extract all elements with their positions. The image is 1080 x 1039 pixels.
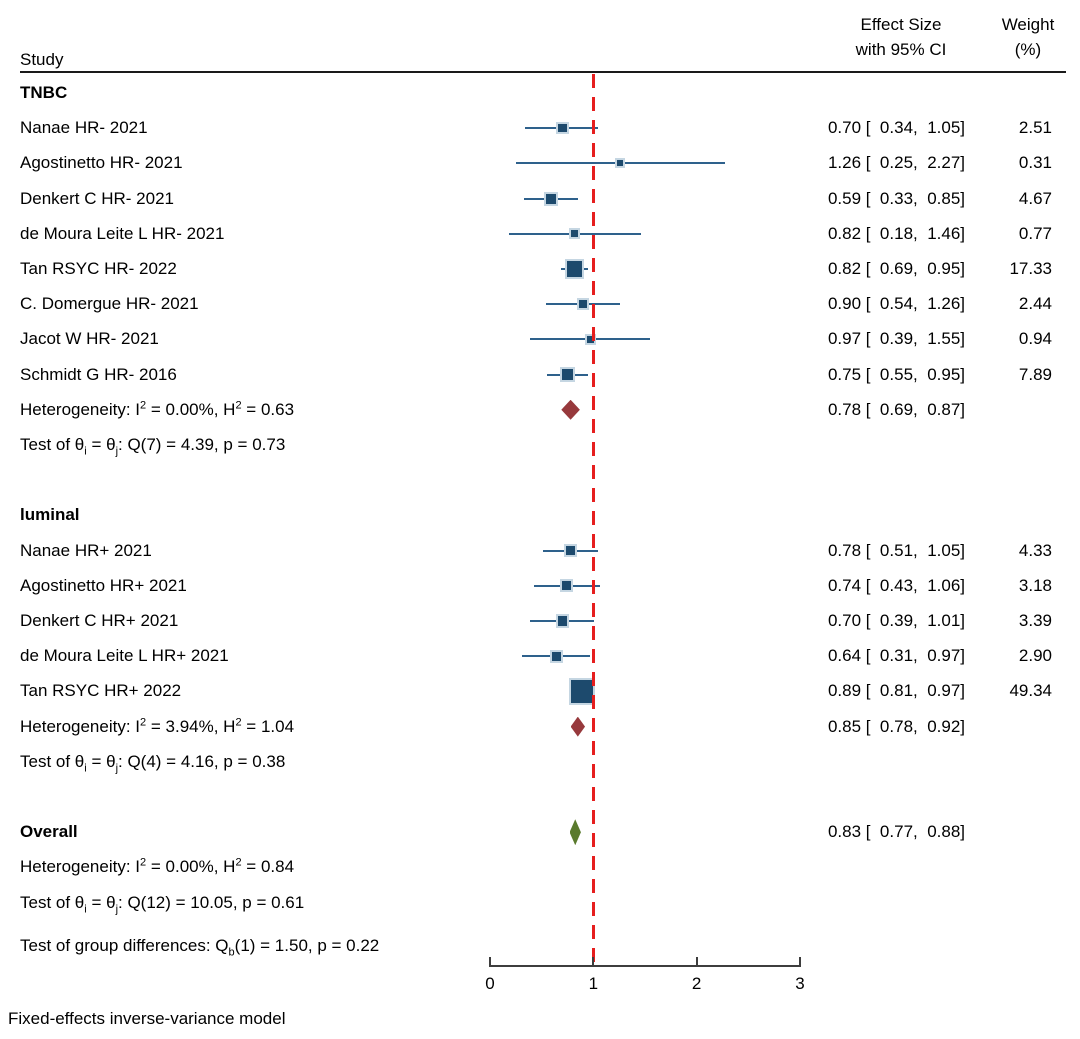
study-label: Nanae HR+ 2021 [20,540,152,560]
model-note: Fixed-effects inverse-variance model [8,1009,286,1028]
effect-size-value: 0.83 [ 0.77, 0.88] [827,822,965,842]
study-label: Denkert C HR+ 2021 [20,611,179,630]
column-header-weight: Weight (%) [998,12,1058,62]
weight-value: 0.31 [1018,153,1052,173]
study-label: C. Domergue HR- 2021 [20,294,199,314]
ref-line [591,74,595,965]
axis-tick [798,957,801,965]
summary-diamond [561,399,580,420]
effect-size-value: 0.78 [ 0.51, 1.05] [827,540,965,560]
effect-size-value: 0.70 [ 0.39, 1.01] [827,611,965,630]
effect-size-value: 0.82 [ 0.18, 1.46] [827,223,965,243]
study-label: de Moura Leite L HR- 2021 [20,223,225,243]
column-header-study: Study [20,50,64,69]
column-header-effect-line2: with 95% CI [855,40,947,59]
summary-diamond [570,716,586,737]
effect-marker [561,368,574,381]
homogeneity-test-label: Test of θi = θj: Q(12) = 10.05, p = 0.61 [20,892,305,915]
weight-value: 3.39 [1018,611,1052,630]
column-header-weight-line2: (%) [1014,40,1042,59]
weight-value: 49.34 [1009,681,1052,701]
summary-diamond [569,819,581,846]
weight-value: 2.90 [1018,646,1052,666]
axis-tick-label: 3 [795,974,805,993]
effect-marker [571,230,579,238]
axis-tick [592,957,595,965]
column-header-effect-line1: Effect Size [860,15,942,34]
weight-value: 3.18 [1018,575,1052,595]
axis-tick-label: 0 [485,974,495,993]
homogeneity-test-label: Test of θi = θj: Q(4) = 4.16, p = 0.38 [20,751,286,775]
effect-size-value: 0.90 [ 0.54, 1.26] [827,294,965,314]
study-label: de Moura Leite L HR+ 2021 [20,646,229,666]
effect-size-value: 0.97 [ 0.39, 1.55] [827,329,965,349]
axis-tick-label: 1 [588,974,599,993]
heterogeneity-label: Heterogeneity: I2 = 0.00%, H2 = 0.63 [20,399,295,419]
x-axis [489,965,801,967]
effect-marker [557,616,567,626]
effect-size-value: 0.75 [ 0.55, 0.95] [827,364,965,384]
effect-marker [570,680,594,703]
study-label: Jacot W HR- 2021 [20,329,159,349]
effect-size-value: 0.89 [ 0.81, 0.97] [827,681,965,701]
study-label: Nanae HR- 2021 [20,118,148,138]
homogeneity-test-label: Test of θi = θj: Q(7) = 4.39, p = 0.73 [20,435,286,458]
effect-marker [586,335,594,343]
effect-size-value: 0.74 [ 0.43, 1.06] [827,575,965,595]
effect-size-value: 0.85 [ 0.78, 0.92] [827,716,965,736]
column-header-effect-size: Effect Size with 95% CI [826,12,976,62]
weight-value: 7.89 [1018,364,1052,384]
study-label: Denkert C HR- 2021 [20,188,175,208]
weight-value: 0.94 [1018,329,1052,349]
axis-tick-label: 2 [691,974,702,993]
effect-size-value: 1.26 [ 0.25, 2.27] [827,153,965,173]
group-label: TNBC [20,83,68,102]
overall-label: Overall [20,822,78,842]
weight-value: 2.51 [1018,118,1052,138]
weight-value: 17.33 [1009,259,1052,278]
group-label: luminal [20,505,80,525]
effect-marker [551,651,561,661]
study-label: Agostinetto HR+ 2021 [20,575,187,595]
study-label: Tan RSYC HR- 2022 [20,259,177,278]
effect-size-value: 0.64 [ 0.31, 0.97] [827,646,965,666]
effect-marker [561,581,571,591]
effect-marker [558,123,567,133]
study-label: Schmidt G HR- 2016 [20,364,177,384]
weight-value: 0.77 [1018,223,1052,243]
group-differences-label: Test of group differences: Qb(1) = 1.50,… [20,935,380,959]
heterogeneity-label: Heterogeneity: I2 = 3.94%, H2 = 1.04 [20,715,295,736]
effect-marker [545,193,556,204]
weight-value: 4.33 [1018,540,1052,560]
axis-tick [695,957,698,965]
effect-marker [578,299,588,309]
effect-marker [565,545,576,556]
effect-size-value: 0.78 [ 0.69, 0.87] [827,399,965,419]
heterogeneity-label: Heterogeneity: I2 = 0.00%, H2 = 0.84 [20,856,295,877]
effect-marker [617,160,624,167]
effect-size-value: 0.59 [ 0.33, 0.85] [827,188,965,208]
axis-tick [489,957,491,965]
effect-marker [567,261,583,277]
study-label: Agostinetto HR- 2021 [20,153,183,173]
study-label: Tan RSYC HR+ 2022 [20,681,182,701]
weight-value: 4.67 [1018,188,1052,208]
header-divider [20,71,1066,73]
column-header-weight-line1: Weight [1001,15,1055,34]
weight-value: 2.44 [1018,294,1052,314]
effect-size-value: 0.70 [ 0.34, 1.05] [827,118,965,138]
effect-size-value: 0.82 [ 0.69, 0.95] [827,259,965,278]
